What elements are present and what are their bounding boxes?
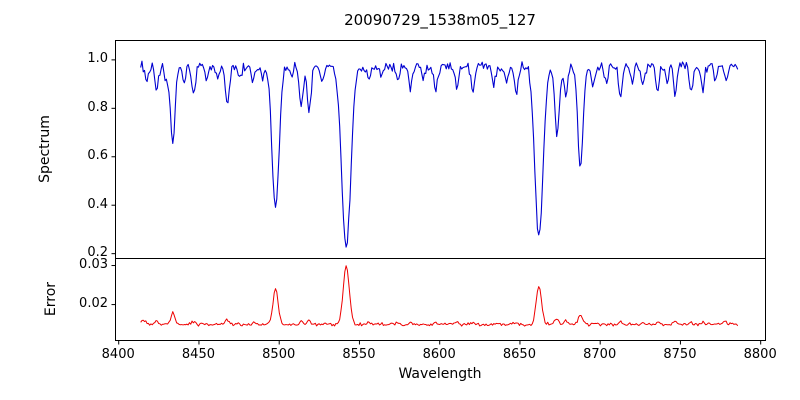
y-tick-label: 0.02 [79,296,108,312]
y-tick-label: 0.8 [87,99,108,115]
x-tick-label: 8650 [502,347,536,362]
x-tick-label: 8400 [101,347,135,362]
y-tick-label: 1.0 [87,51,108,67]
y-tick-label: 0.2 [87,245,108,261]
x-tick-label: 8550 [342,347,376,362]
chart-title: 20090729_1538m05_127 [344,11,536,29]
y-tick-label: 0.4 [87,196,108,212]
x-tick-label: 8500 [262,347,296,362]
x-tick-label: 8450 [181,347,215,362]
y-tick-label: 0.6 [87,148,108,164]
spectrum-axis-label: Spectrum [37,115,53,183]
wavelength-axis-label: Wavelength [398,366,482,382]
x-tick-label: 8750 [663,347,697,362]
x-tick-label: 8700 [583,347,617,362]
y-tick-label: 0.03 [79,257,108,273]
x-tick-label: 8600 [422,347,456,362]
error-axis-label: Error [43,281,59,317]
x-tick-label: 8800 [743,347,777,362]
